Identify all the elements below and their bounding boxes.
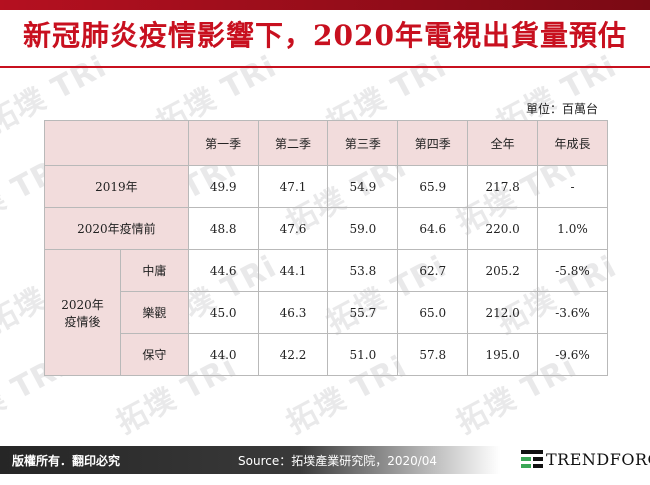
corner-cell (44, 120, 189, 166)
row-label: 2019年 (44, 165, 189, 208)
table-cell: 44.0 (187, 333, 259, 376)
row-label: 樂觀 (119, 291, 189, 334)
table-cell: 49.9 (187, 165, 259, 208)
table-cell: 62.7 (397, 249, 469, 292)
table-row: 2019年 49.9 47.1 54.9 65.9 217.8 - (44, 165, 608, 208)
table-cell: 195.0 (467, 333, 539, 376)
table-cell: 1.0% (537, 207, 608, 250)
table-cell: 47.1 (257, 165, 329, 208)
table-row: 2020年疫情前 48.8 47.6 59.0 64.6 220.0 1.0% (44, 207, 608, 250)
trendforce-logo-icon (521, 450, 543, 468)
table-cell: 46.3 (257, 291, 329, 334)
table-cell: 45.0 (187, 291, 259, 334)
page-title: 新冠肺炎疫情影響下，2020年電視出貨量預估 (23, 19, 627, 52)
column-header: 全年 (467, 120, 539, 166)
column-header: 第三季 (327, 120, 399, 166)
copyright-notice: 版權所有．翻印必究 (12, 454, 121, 468)
group-label: 2020年疫情後 (44, 249, 121, 376)
header-row: 第一季 第二季 第三季 第四季 全年 年成長 (44, 120, 608, 166)
top-accent-bar (0, 0, 650, 10)
title-divider (0, 66, 650, 68)
table-cell: 44.6 (187, 249, 259, 292)
shipment-table: 第一季 第二季 第三季 第四季 全年 年成長 2019年 49.9 47.1 5… (44, 120, 608, 376)
table-cell: 42.2 (257, 333, 329, 376)
column-header: 年成長 (537, 120, 608, 166)
column-header: 第二季 (257, 120, 329, 166)
row-label: 保守 (119, 333, 189, 376)
table-cell: -9.6% (537, 333, 608, 376)
table-cell: 64.6 (397, 207, 469, 250)
column-header: 第四季 (397, 120, 469, 166)
row-label: 中庸 (119, 249, 189, 292)
row-label: 2020年疫情前 (44, 207, 189, 250)
table-cell: 65.9 (397, 165, 469, 208)
table-row: 樂觀 45.0 46.3 55.7 65.0 212.0 -3.6% (45, 291, 608, 334)
table-cell: 54.9 (327, 165, 399, 208)
footer-bar (0, 446, 500, 474)
unit-label: 單位：百萬台 (525, 102, 598, 116)
table-row: 保守 44.0 42.2 51.0 57.8 195.0 -9.6% (45, 333, 608, 376)
table-cell: 53.8 (327, 249, 399, 292)
logo-text: TRENDFORCE (546, 450, 650, 469)
source-note: Source：拓墣產業研究院，2020/04 (238, 454, 438, 468)
table-cell: 220.0 (467, 207, 539, 250)
table-cell: -3.6% (537, 291, 608, 334)
table-cell: 65.0 (397, 291, 469, 334)
table-cell: 57.8 (397, 333, 469, 376)
table-cell: 47.6 (257, 207, 329, 250)
table-cell: 44.1 (257, 249, 329, 292)
table-cell: 212.0 (467, 291, 539, 334)
table-cell: -5.8% (537, 249, 608, 292)
table-cell: 55.7 (327, 291, 399, 334)
table-cell: 205.2 (467, 249, 539, 292)
table-cell: 217.8 (467, 165, 539, 208)
column-header: 第一季 (187, 120, 259, 166)
table-cell: - (537, 165, 608, 208)
table-cell: 51.0 (327, 333, 399, 376)
table-cell: 59.0 (327, 207, 399, 250)
table-cell: 48.8 (187, 207, 259, 250)
table-row: 2020年疫情後 中庸 44.6 44.1 53.8 62.7 205.2 -5… (44, 249, 608, 376)
trendforce-logo: TRENDFORCE (520, 445, 650, 473)
